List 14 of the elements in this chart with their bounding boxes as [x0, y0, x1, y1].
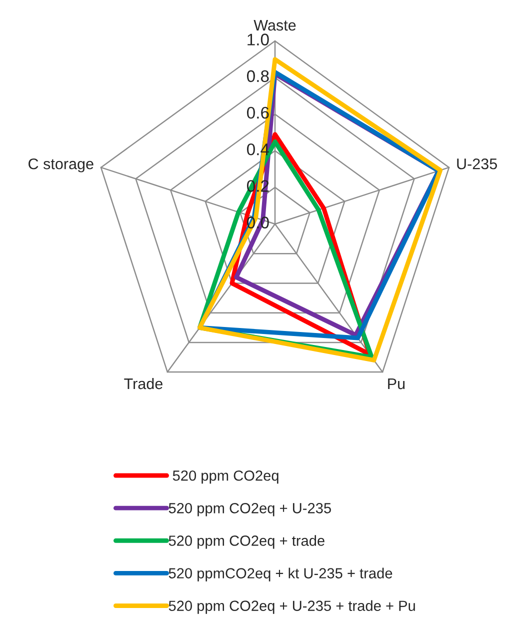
legend-label: 520 ppm CO2eq + trade [168, 535, 324, 549]
y-tick-label: 1.0 [248, 34, 269, 46]
spoke-label: Waste [254, 20, 296, 31]
y-tick-label: 0.8 [246, 70, 269, 82]
legend-label: 520 ppm CO2eq + U-235 [168, 503, 331, 516]
spoke-label: Pu [388, 378, 405, 390]
legend-label: 520 ppm CO2eq [172, 470, 278, 484]
legend-label: 520 ppm CO2eq + U-235 + trade + Pu [168, 600, 415, 614]
spoke-label: Trade [124, 378, 162, 390]
y-tick-label: 0.2 [246, 180, 269, 192]
y-tick-label: 0.0 [246, 216, 269, 228]
spoke-label: C storage [28, 158, 94, 172]
legend-label: 520 ppmCO2eq + kt U-235 + trade [168, 568, 392, 582]
spoke-label: U-235 [457, 158, 497, 170]
